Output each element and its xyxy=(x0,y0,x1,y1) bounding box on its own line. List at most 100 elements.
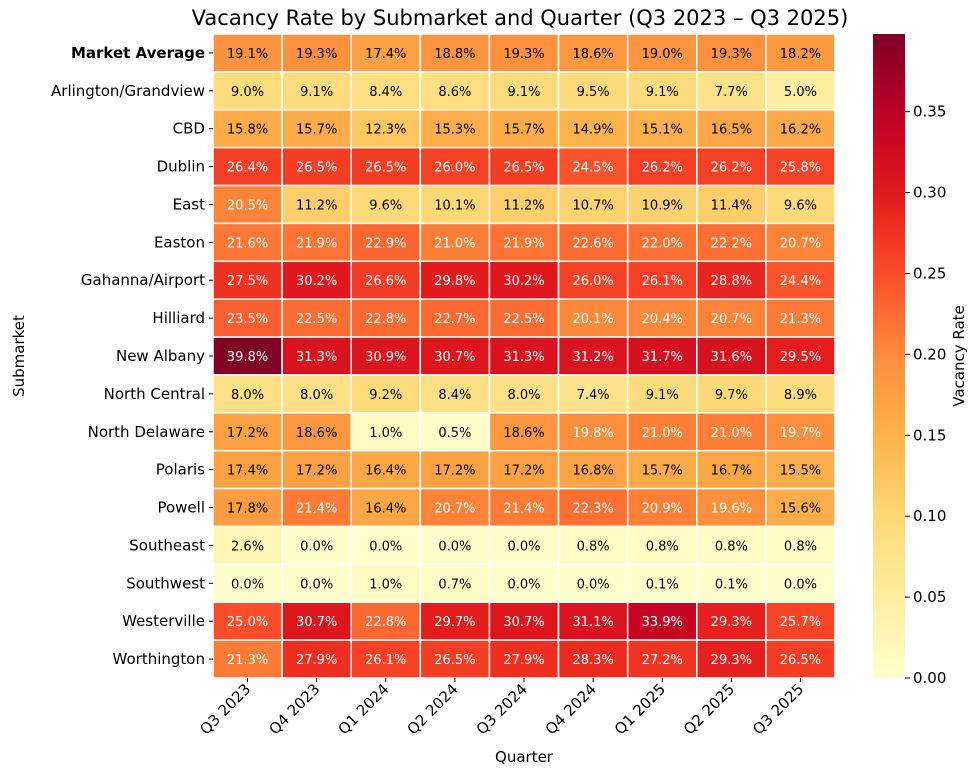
cell-value-label: 18.2% xyxy=(780,47,821,62)
cell-value-label: 24.4% xyxy=(780,274,821,289)
heatmap-cell xyxy=(212,109,283,149)
cell-value-label: 10.9% xyxy=(642,198,683,213)
cell-value-label: 22.0% xyxy=(642,236,683,251)
heatmap-cell xyxy=(350,336,422,376)
cell-value-label: 26.2% xyxy=(711,161,752,176)
cell-value-label: 30.7% xyxy=(434,350,475,365)
cell-value-label: 23.5% xyxy=(227,312,268,327)
heatmap-cell xyxy=(557,525,629,566)
cell-value-label: 1.0% xyxy=(369,577,402,592)
cell-value-label: 21.4% xyxy=(296,502,337,517)
cell-value-label: 15.3% xyxy=(434,123,475,138)
heatmap-cell xyxy=(626,601,698,641)
cell-value-label: 20.4% xyxy=(642,312,683,327)
cell-value-label: 15.8% xyxy=(227,123,268,138)
colorbar-tick-label: 0.00 xyxy=(913,669,946,687)
cell-value-label: 20.7% xyxy=(434,502,475,517)
heatmap-cell xyxy=(765,146,836,187)
heatmap-cell xyxy=(488,449,560,490)
heatmap-cell xyxy=(419,109,491,149)
cell-value-label: 27.9% xyxy=(503,653,544,668)
cell-value-label: 7.4% xyxy=(577,388,610,403)
heatmap-cell xyxy=(488,71,560,111)
heatmap-cell xyxy=(419,222,491,263)
cell-value-label: 31.6% xyxy=(711,350,752,365)
heatmap-cell xyxy=(488,298,560,338)
heatmap-cell xyxy=(765,601,836,641)
heatmap-cell xyxy=(557,374,629,414)
cell-value-label: 26.0% xyxy=(434,161,475,176)
cell-value-label: 9.1% xyxy=(300,85,333,100)
heatmap-cell xyxy=(696,412,767,452)
heatmap-cell xyxy=(696,33,767,73)
cell-value-label: 0.8% xyxy=(646,539,679,554)
cell-value-label: 27.5% xyxy=(227,274,268,289)
cell-value-label: 17.8% xyxy=(227,502,268,517)
cell-value-label: 0.0% xyxy=(577,577,610,592)
heatmap-cell xyxy=(488,563,560,603)
cell-value-label: 31.3% xyxy=(503,350,544,365)
y-tick-label: Hilliard xyxy=(152,309,205,327)
cell-value-label: 0.8% xyxy=(577,539,610,554)
y-tick-label: Southwest xyxy=(126,574,205,592)
cell-value-label: 15.7% xyxy=(642,464,683,479)
y-tick-label: Dublin xyxy=(157,158,205,176)
cell-value-label: 19.7% xyxy=(780,426,821,441)
heatmap-cell xyxy=(765,184,836,225)
cell-value-label: 22.8% xyxy=(365,312,406,327)
heatmap-cell xyxy=(212,412,283,452)
cell-value-label: 12.3% xyxy=(365,123,406,138)
cell-value-label: 21.3% xyxy=(227,653,268,668)
heatmap-cell xyxy=(212,260,283,300)
heatmap-cell xyxy=(350,71,422,111)
heatmap-cell xyxy=(626,260,698,300)
heatmap-cell xyxy=(212,222,283,263)
cell-value-label: 9.1% xyxy=(507,85,540,100)
heatmap-cell xyxy=(765,449,836,490)
cell-value-label: 8.0% xyxy=(507,388,540,403)
cell-value-label: 28.8% xyxy=(711,274,752,289)
cell-value-label: 19.0% xyxy=(642,47,683,62)
cell-value-label: 15.6% xyxy=(780,502,821,517)
heatmap-cell xyxy=(696,563,767,603)
y-tick-label: CBD xyxy=(173,120,205,138)
y-tick-label: Worthington xyxy=(113,650,205,668)
cell-value-label: 20.5% xyxy=(227,198,268,213)
cell-value-label: 20.9% xyxy=(642,502,683,517)
cell-value-label: 8.4% xyxy=(369,85,402,100)
heatmap-cell xyxy=(765,412,836,452)
cell-value-label: 39.8% xyxy=(227,350,268,365)
cell-value-label: 22.7% xyxy=(434,312,475,327)
colorbar-tick-label: 0.15 xyxy=(913,426,946,444)
y-tick-label: Southeast xyxy=(129,536,205,554)
cell-value-label: 0.8% xyxy=(715,539,748,554)
cell-value-label: 8.0% xyxy=(300,388,333,403)
cell-value-label: 18.6% xyxy=(503,426,544,441)
x-tick-labels: Q3 2023 Q4 2023 Q1 2024 Q2 2024 Q3 2024 Q4 20… xyxy=(196,678,807,738)
cell-value-label: 17.4% xyxy=(227,464,268,479)
cell-value-label: 16.2% xyxy=(780,123,821,138)
cell-value-label: 19.6% xyxy=(711,502,752,517)
cell-value-label: 26.5% xyxy=(780,653,821,668)
y-tick-label: New Albany xyxy=(116,347,205,365)
y-tick-label: East xyxy=(173,195,205,213)
cell-value-label: 29.5% xyxy=(780,350,821,365)
chart-title: Vacancy Rate by Submarket and Quarter (Q… xyxy=(192,6,849,30)
cell-value-label: 1.0% xyxy=(369,426,402,441)
cell-value-label: 8.0% xyxy=(231,388,264,403)
colorbar-ticks: 0.00 0.05 0.10 0.15 0.20 0.25 0.30 0.35 xyxy=(905,103,946,687)
cell-value-label: 29.7% xyxy=(434,615,475,630)
heatmap-cell xyxy=(212,563,283,603)
cell-value-label: 22.5% xyxy=(296,312,337,327)
x-tick-label: Q3 2025 xyxy=(749,680,807,738)
cell-value-label: 16.5% xyxy=(711,123,752,138)
heatmap-cell xyxy=(488,336,560,376)
x-tick-label: Q1 2025 xyxy=(611,680,669,738)
cell-value-label: 14.9% xyxy=(572,123,613,138)
cell-value-label: 15.5% xyxy=(780,464,821,479)
cell-value-label: 25.0% xyxy=(227,615,268,630)
heatmap-cell xyxy=(350,449,422,490)
cell-value-label: 26.0% xyxy=(572,274,613,289)
colorbar-label: Vacancy Rate xyxy=(950,305,968,407)
